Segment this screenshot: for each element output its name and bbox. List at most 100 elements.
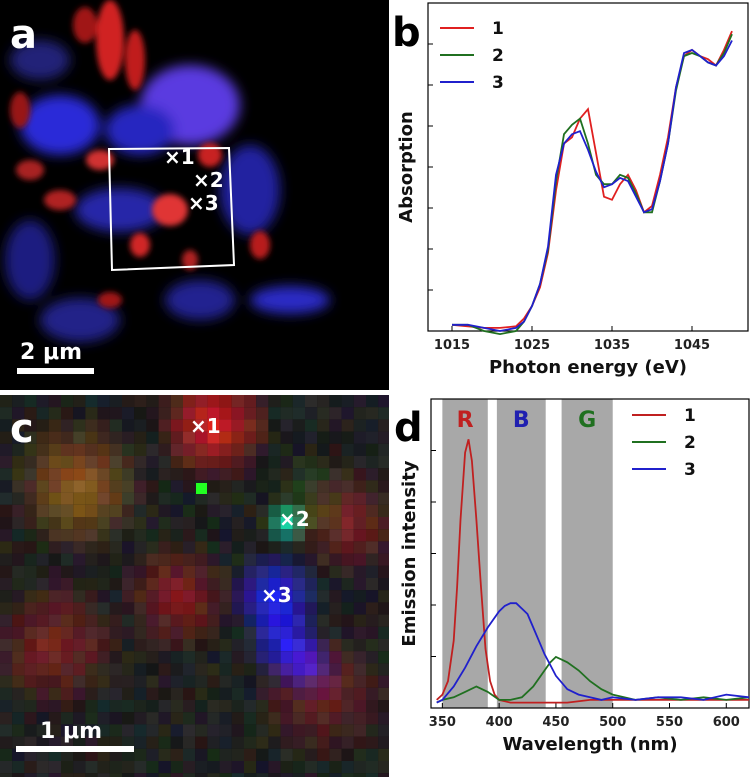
pixel — [97, 651, 110, 664]
pixel — [97, 565, 110, 578]
pixel — [280, 468, 293, 481]
pixel — [73, 687, 86, 700]
pixel — [231, 602, 244, 615]
pixel — [109, 626, 122, 639]
pixel — [244, 480, 257, 493]
pixel — [280, 712, 293, 725]
pixel — [207, 724, 220, 737]
pixel — [219, 748, 232, 761]
pixel — [24, 407, 37, 420]
pixel — [109, 663, 122, 676]
pixel — [0, 553, 13, 566]
pixel — [207, 614, 220, 627]
pixel — [73, 700, 86, 713]
pixel — [329, 456, 342, 469]
pixel — [146, 553, 159, 566]
pixel — [122, 565, 135, 578]
pixel — [378, 748, 389, 761]
pixel — [280, 504, 293, 517]
pixel — [48, 663, 61, 676]
pixel — [366, 651, 379, 664]
pixel — [292, 590, 305, 603]
pixel — [329, 517, 342, 530]
pixel — [244, 517, 257, 530]
pixel — [36, 407, 49, 420]
pixel — [341, 663, 354, 676]
pixel — [61, 639, 74, 652]
pixel — [183, 395, 196, 408]
pixel — [183, 565, 196, 578]
pixel — [341, 748, 354, 761]
pixel — [353, 724, 366, 737]
pixel — [195, 529, 208, 542]
pixel — [268, 541, 281, 554]
pixel — [12, 456, 25, 469]
pixel — [158, 578, 171, 591]
pixel — [85, 761, 98, 774]
pixel — [134, 553, 147, 566]
pixel — [341, 614, 354, 627]
pixel — [97, 456, 110, 469]
pixel — [244, 431, 257, 444]
pixel — [219, 712, 232, 725]
pixel — [195, 773, 208, 777]
pixel — [268, 565, 281, 578]
pixel — [170, 639, 183, 652]
pixel — [207, 700, 220, 713]
pixel — [85, 443, 98, 456]
pixel — [329, 419, 342, 432]
pixel — [256, 541, 269, 554]
panel-c-image: ×1 ×2 ×3 c 1 μm — [0, 395, 389, 777]
pixel — [85, 602, 98, 615]
pixel — [48, 504, 61, 517]
pixel — [305, 468, 318, 481]
pixel — [24, 431, 37, 444]
pixel — [146, 700, 159, 713]
pixel — [268, 395, 281, 408]
pixel — [170, 456, 183, 469]
pixel — [378, 443, 389, 456]
pixel — [341, 504, 354, 517]
pixel — [353, 419, 366, 432]
pixel — [231, 614, 244, 627]
pixel — [207, 419, 220, 432]
pixel — [36, 492, 49, 505]
pixel — [146, 407, 159, 420]
pixel — [158, 419, 171, 432]
pixel — [36, 700, 49, 713]
pixel — [317, 761, 330, 774]
pixel — [109, 492, 122, 505]
pixel — [280, 626, 293, 639]
pixel — [85, 773, 98, 777]
pixel — [109, 504, 122, 517]
pixel — [134, 541, 147, 554]
pixel — [97, 700, 110, 713]
pixel — [341, 590, 354, 603]
pixel — [24, 443, 37, 456]
pixel — [158, 736, 171, 749]
pixel — [158, 687, 171, 700]
pixel — [341, 687, 354, 700]
pixel — [134, 565, 147, 578]
pixel — [219, 639, 232, 652]
pixel — [109, 590, 122, 603]
pixel — [97, 419, 110, 432]
pixel — [268, 443, 281, 456]
pixel — [280, 724, 293, 737]
pixel — [366, 748, 379, 761]
pixel — [280, 687, 293, 700]
pixel — [317, 492, 330, 505]
pixel — [73, 492, 86, 505]
pixel — [280, 431, 293, 444]
pixel — [353, 700, 366, 713]
pixel — [73, 468, 86, 481]
pixel — [256, 663, 269, 676]
pixel — [36, 602, 49, 615]
pixel — [12, 736, 25, 749]
pixel — [231, 724, 244, 737]
pixel — [97, 614, 110, 627]
pixel — [12, 773, 25, 777]
pixel — [122, 687, 135, 700]
pixel — [195, 456, 208, 469]
pixel — [158, 761, 171, 774]
